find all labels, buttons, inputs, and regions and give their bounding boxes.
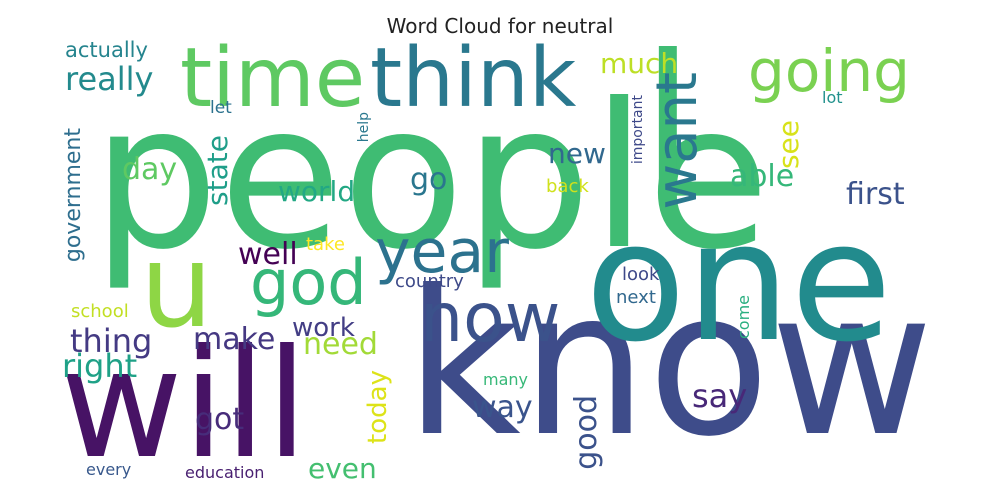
word-well: well — [238, 237, 298, 272]
word-want: want — [645, 72, 710, 210]
word-good: good — [569, 395, 604, 470]
word-think: think — [370, 31, 577, 126]
word-go: go — [410, 162, 448, 197]
word-important: important — [630, 95, 646, 165]
word-many: many — [483, 370, 528, 389]
word-help: help — [356, 112, 372, 143]
word-thing: thing — [70, 322, 153, 360]
word-one: one — [585, 186, 893, 378]
word-new: new — [548, 137, 606, 170]
word-every: every — [86, 460, 132, 479]
word-school: school — [71, 301, 129, 322]
word-much: much — [600, 47, 679, 80]
word-let: let — [210, 98, 232, 118]
word-year: year — [375, 217, 509, 287]
word-next: next — [616, 287, 656, 308]
word-even: even — [308, 452, 377, 485]
word-people: people — [92, 61, 770, 294]
word-need: need — [303, 327, 378, 362]
word-take: take — [306, 234, 345, 255]
word-know: know — [405, 248, 934, 481]
word-able: able — [730, 159, 795, 194]
word-got: got — [195, 402, 245, 437]
word-way: way — [472, 390, 533, 425]
word-make: make — [193, 322, 276, 357]
word-back: back — [546, 176, 589, 197]
word-now: now — [420, 279, 561, 358]
word-time: time — [180, 31, 366, 126]
word-education: education — [185, 463, 265, 482]
word-state: state — [201, 135, 234, 206]
word-come: come — [734, 295, 753, 340]
word-country: country — [395, 271, 464, 292]
chart-title: Word Cloud for neutral — [386, 14, 614, 38]
word-right: right — [62, 347, 138, 385]
word-really: really — [65, 60, 154, 98]
word-u: u — [140, 220, 213, 354]
word-actually: actually — [65, 38, 148, 62]
word-god: god — [250, 246, 367, 319]
word-today: today — [363, 370, 393, 444]
word-going: going — [748, 37, 910, 105]
word-look: look — [622, 264, 660, 285]
word-world: world — [278, 175, 356, 208]
word-day: day — [122, 152, 178, 187]
word-will: will — [60, 318, 308, 492]
word-say: say — [692, 377, 748, 415]
word-government: government — [61, 128, 86, 263]
word-lot: lot — [822, 88, 843, 107]
word-first: first — [846, 177, 905, 212]
word-l: l — [640, 13, 696, 246]
word-work: work — [292, 313, 355, 343]
